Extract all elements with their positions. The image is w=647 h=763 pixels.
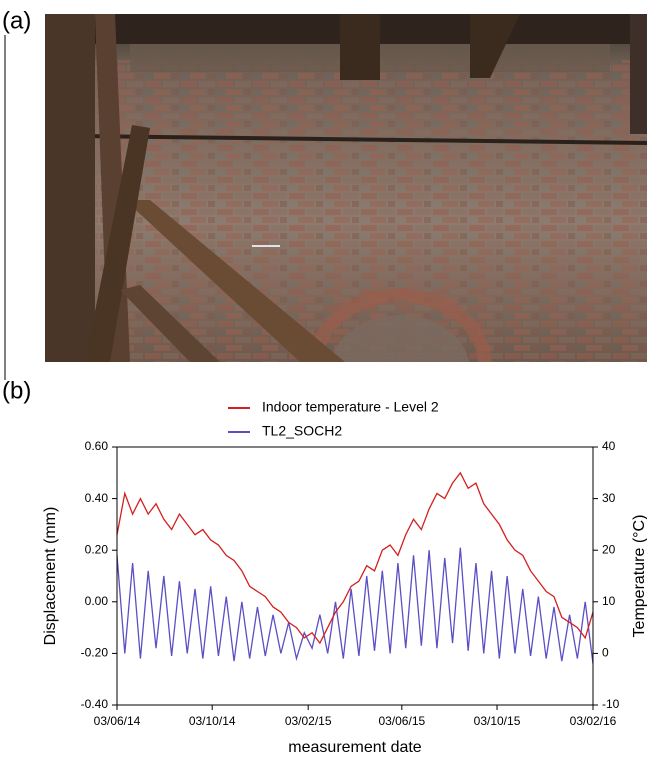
y-tick-label: -0.40 — [81, 697, 109, 711]
x-axis-title: measurement date — [288, 739, 422, 756]
y2-tick-label: -10 — [602, 697, 620, 711]
y-tick-label: 0.00 — [85, 594, 109, 608]
y2-tick-label: 30 — [602, 491, 616, 505]
series-line — [116, 471, 594, 645]
photo — [45, 14, 647, 362]
y-tick-label: 0.20 — [85, 542, 109, 556]
y2-tick-label: 10 — [602, 594, 616, 608]
x-tick-label: 03/06/15 — [378, 714, 425, 728]
x-tick-label: 03/06/14 — [94, 714, 141, 728]
legend-label: Indoor temperature - Level 2 — [262, 399, 439, 415]
x-tick-label: 03/02/15 — [285, 714, 332, 728]
y-tick-label: 0.60 — [85, 439, 109, 453]
y-axis-title: Displacement (mm) — [42, 507, 59, 646]
panel-label: (b) — [2, 377, 31, 404]
y-tick-label: 0.40 — [85, 491, 109, 505]
x-tick-label: 03/10/14 — [189, 714, 236, 728]
y2-tick-label: 0 — [602, 646, 609, 660]
panel-label: (a) — [2, 7, 31, 34]
plot-frame — [116, 446, 594, 706]
chart: -0.40 -0.20 0.00 0.20 0.40 0.60 -10 0 10 20 30 40 03… — [42, 399, 647, 757]
x-tick-label: 03/02/16 — [570, 714, 617, 728]
y2-tick-label: 40 — [602, 439, 616, 453]
series-line — [116, 547, 594, 664]
y2-tick-label: 20 — [602, 542, 616, 556]
x-tick-label: 03/10/15 — [474, 714, 521, 728]
legend-label: TL2_SOCH2 — [262, 423, 342, 439]
y-tick-label: -0.20 — [81, 646, 109, 660]
y2-axis-title: Temperature (°C) — [631, 515, 647, 638]
